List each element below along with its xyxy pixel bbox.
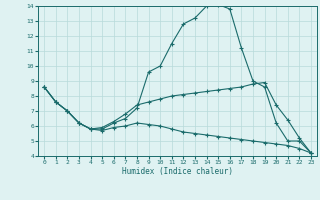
X-axis label: Humidex (Indice chaleur): Humidex (Indice chaleur) <box>122 167 233 176</box>
